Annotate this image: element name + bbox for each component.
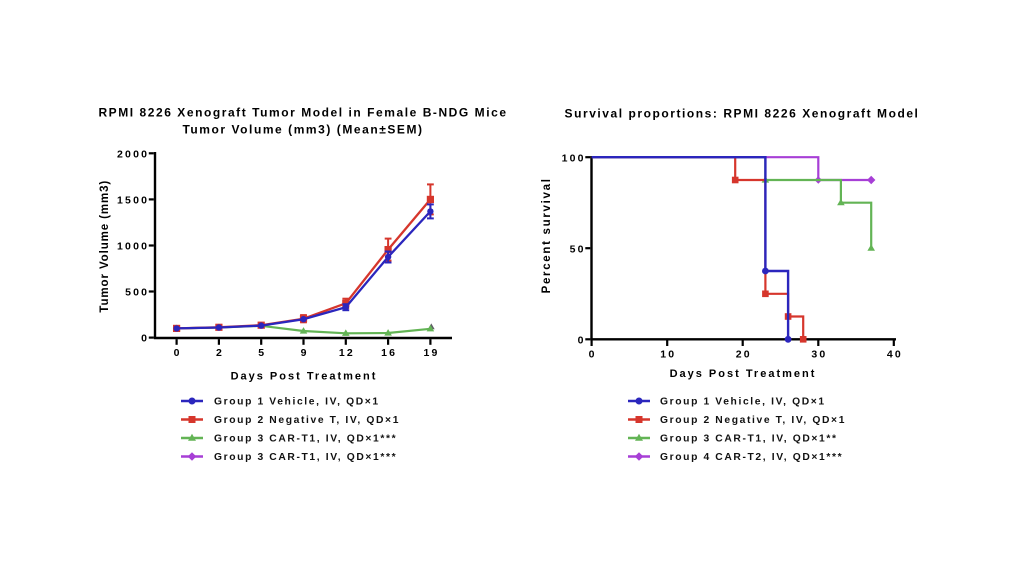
svg-text:0: 0 bbox=[578, 334, 586, 346]
svg-text:Tumor Volume (mm3): Tumor Volume (mm3) bbox=[99, 180, 111, 313]
svg-text:2000: 2000 bbox=[117, 148, 149, 160]
svg-text:RPMI 8226 Xenograft Tumor Mode: RPMI 8226 Xenograft Tumor Model in Femal… bbox=[98, 106, 507, 120]
svg-text:Group 1 Vehicle, IV, QD×1: Group 1 Vehicle, IV, QD×1 bbox=[214, 397, 380, 408]
svg-text:Tumor Volume (mm3) (Mean±SEM): Tumor Volume (mm3) (Mean±SEM) bbox=[182, 123, 423, 137]
svg-text:Group 2 Negative T, IV, QD×1: Group 2 Negative T, IV, QD×1 bbox=[660, 415, 846, 426]
svg-text:40: 40 bbox=[887, 349, 903, 361]
svg-text:Group 1 Vehicle, IV, QD×1: Group 1 Vehicle, IV, QD×1 bbox=[660, 397, 826, 408]
svg-text:19: 19 bbox=[423, 347, 439, 359]
svg-text:Group 3 CAR-T1, IV, QD×1**: Group 3 CAR-T1, IV, QD×1** bbox=[660, 434, 838, 445]
svg-text:Days Post Treatment: Days Post Treatment bbox=[670, 368, 817, 380]
svg-text:Percent survival: Percent survival bbox=[541, 177, 553, 293]
svg-text:20: 20 bbox=[736, 349, 752, 361]
svg-text:0: 0 bbox=[141, 333, 149, 345]
svg-text:12: 12 bbox=[339, 347, 355, 359]
svg-text:16: 16 bbox=[381, 347, 397, 359]
svg-text:30: 30 bbox=[811, 349, 827, 361]
svg-text:0: 0 bbox=[174, 347, 182, 359]
svg-text:1000: 1000 bbox=[117, 241, 149, 253]
svg-text:Survival proportions: RPMI 822: Survival proportions: RPMI 8226 Xenograf… bbox=[565, 107, 920, 121]
svg-text:100: 100 bbox=[562, 152, 586, 164]
svg-text:Group 3 CAR-T1, IV, QD×1***: Group 3 CAR-T1, IV, QD×1*** bbox=[214, 434, 397, 445]
svg-text:Group 3 CAR-T1, IV, QD×1***: Group 3 CAR-T1, IV, QD×1*** bbox=[214, 452, 397, 463]
svg-text:1500: 1500 bbox=[117, 195, 149, 207]
svg-text:Group 2 Negative T, IV, QD×1: Group 2 Negative T, IV, QD×1 bbox=[214, 415, 400, 426]
svg-text:9: 9 bbox=[301, 347, 309, 359]
svg-text:50: 50 bbox=[570, 243, 586, 255]
svg-text:0: 0 bbox=[589, 349, 597, 361]
svg-text:10: 10 bbox=[660, 349, 676, 361]
svg-text:Group 4 CAR-T2, IV, QD×1***: Group 4 CAR-T2, IV, QD×1*** bbox=[660, 452, 843, 463]
svg-text:500: 500 bbox=[125, 287, 149, 299]
svg-text:Days Post Treatment: Days Post Treatment bbox=[231, 371, 378, 383]
svg-text:5: 5 bbox=[258, 347, 266, 359]
svg-text:2: 2 bbox=[216, 347, 224, 359]
